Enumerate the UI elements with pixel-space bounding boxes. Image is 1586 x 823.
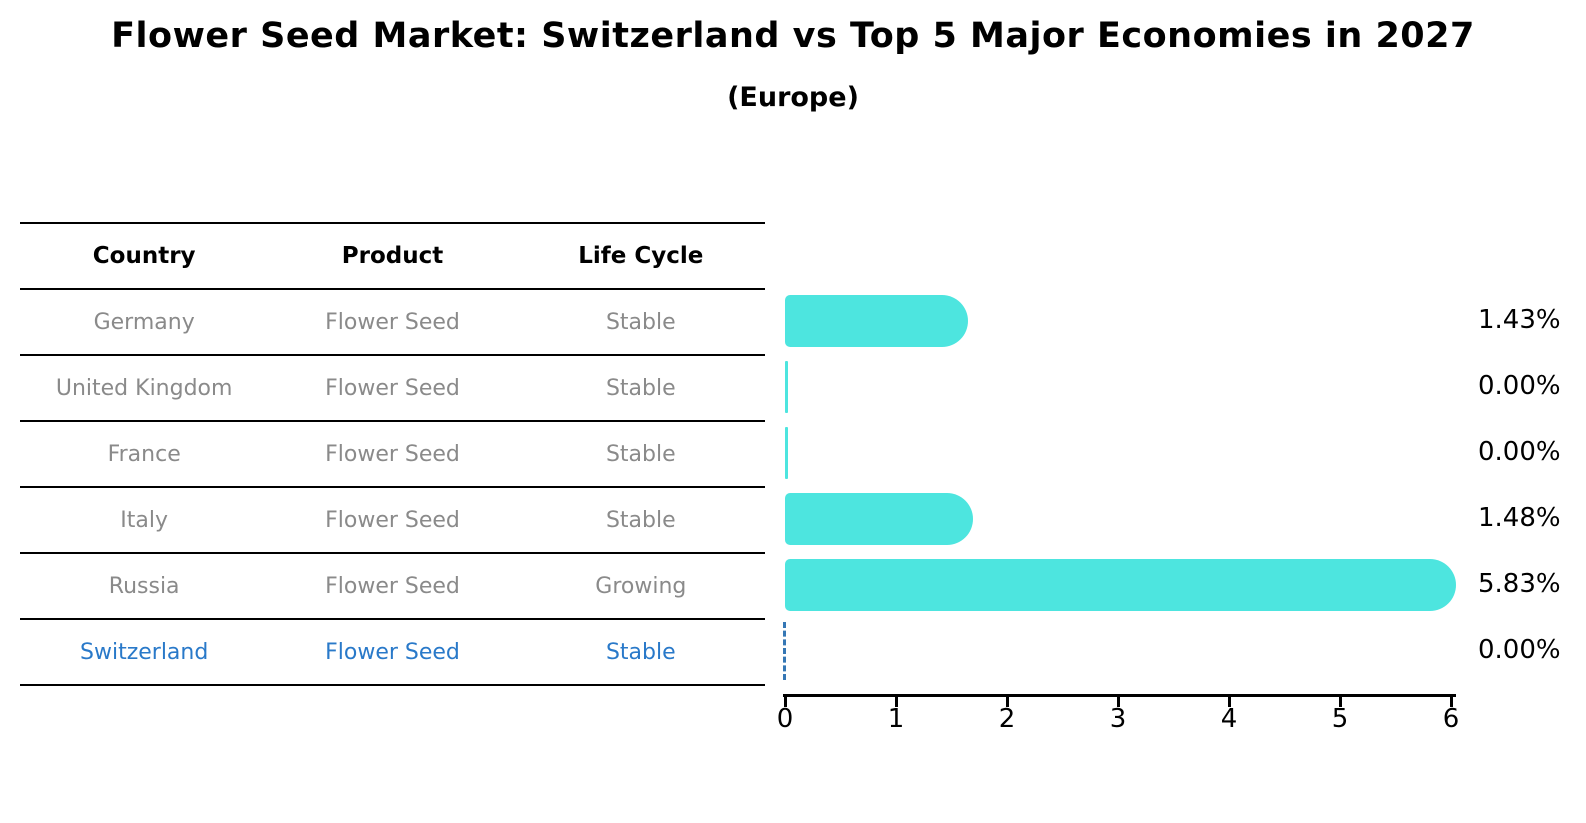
cell-product: Flower Seed — [325, 309, 460, 335]
x-tick-label: 2 — [998, 704, 1016, 734]
bar-value-label: 5.83% — [1478, 569, 1561, 599]
cell-life-cycle: Stable — [605, 639, 676, 665]
x-tick-mark — [784, 697, 787, 707]
table-row-italy: Italy Flower Seed Stable — [20, 488, 765, 554]
table-row-russia: Russia Flower Seed Growing — [20, 554, 765, 620]
x-tick-mark — [1228, 697, 1231, 707]
cell-country: United Kingdom — [55, 375, 233, 401]
table-header-product: Product — [341, 243, 444, 269]
x-tick-mark — [1117, 697, 1120, 707]
x-tick-label: 6 — [1442, 704, 1460, 734]
cell-country: Switzerland — [80, 639, 209, 665]
table-row-switzerland: Switzerland Flower Seed Stable — [20, 620, 765, 686]
bar-value-label: 1.48% — [1478, 503, 1561, 533]
x-tick-label: 4 — [1220, 704, 1238, 734]
bar-value-label: 0.00% — [1478, 635, 1561, 665]
bar-united-kingdom — [785, 361, 788, 413]
x-tick-label: 3 — [1109, 704, 1127, 734]
table-header-country: Country — [92, 243, 196, 269]
cell-life-cycle: Growing — [595, 573, 687, 599]
cell-country: Italy — [120, 507, 169, 533]
cell-product: Flower Seed — [325, 573, 460, 599]
x-tick-mark — [895, 697, 898, 707]
cell-country: France — [107, 441, 181, 467]
table-row-germany: Germany Flower Seed Stable — [20, 290, 765, 356]
bar-value-label: 1.43% — [1478, 305, 1561, 335]
cell-life-cycle: Stable — [605, 309, 676, 335]
cell-product: Flower Seed — [325, 375, 460, 401]
highlight-zero-marker-switzerland — [783, 622, 786, 680]
cell-country: Germany — [93, 309, 195, 335]
cell-product: Flower Seed — [325, 639, 460, 665]
x-tick-mark — [1450, 697, 1453, 707]
bar-italy — [785, 493, 973, 545]
table-row-united-kingdom: United Kingdom Flower Seed Stable — [20, 356, 765, 422]
x-tick-mark — [1006, 697, 1009, 707]
cell-product: Flower Seed — [325, 507, 460, 533]
cell-life-cycle: Stable — [605, 507, 676, 533]
x-tick-label: 0 — [776, 704, 794, 734]
chart-title: Flower Seed Market: Switzerland vs Top 5… — [111, 16, 1475, 56]
bar-value-label: 0.00% — [1478, 371, 1561, 401]
table-body: Germany Flower Seed Stable United Kingdom Fl… — [20, 290, 765, 686]
cell-product: Flower Seed — [325, 441, 460, 467]
table-row-france: France Flower Seed Stable — [20, 422, 765, 488]
cell-life-cycle: Stable — [605, 375, 676, 401]
x-tick-label: 1 — [887, 704, 905, 734]
x-axis-line — [783, 694, 1456, 697]
x-tick-label: 5 — [1331, 704, 1349, 734]
table-header-life-cycle: Life Cycle — [578, 243, 704, 269]
bar-russia — [785, 559, 1456, 611]
bar-germany — [785, 295, 968, 347]
x-tick-mark — [1339, 697, 1342, 707]
cell-country: Russia — [108, 573, 180, 599]
chart-subtitle: (Europe) — [727, 82, 859, 113]
country-table: Country Product Life Cycle Germany Flower… — [20, 222, 765, 686]
bar-france — [785, 427, 788, 479]
cell-life-cycle: Stable — [605, 441, 676, 467]
table-header-row: Country Product Life Cycle — [20, 224, 765, 290]
bar-value-label: 0.00% — [1478, 437, 1561, 467]
